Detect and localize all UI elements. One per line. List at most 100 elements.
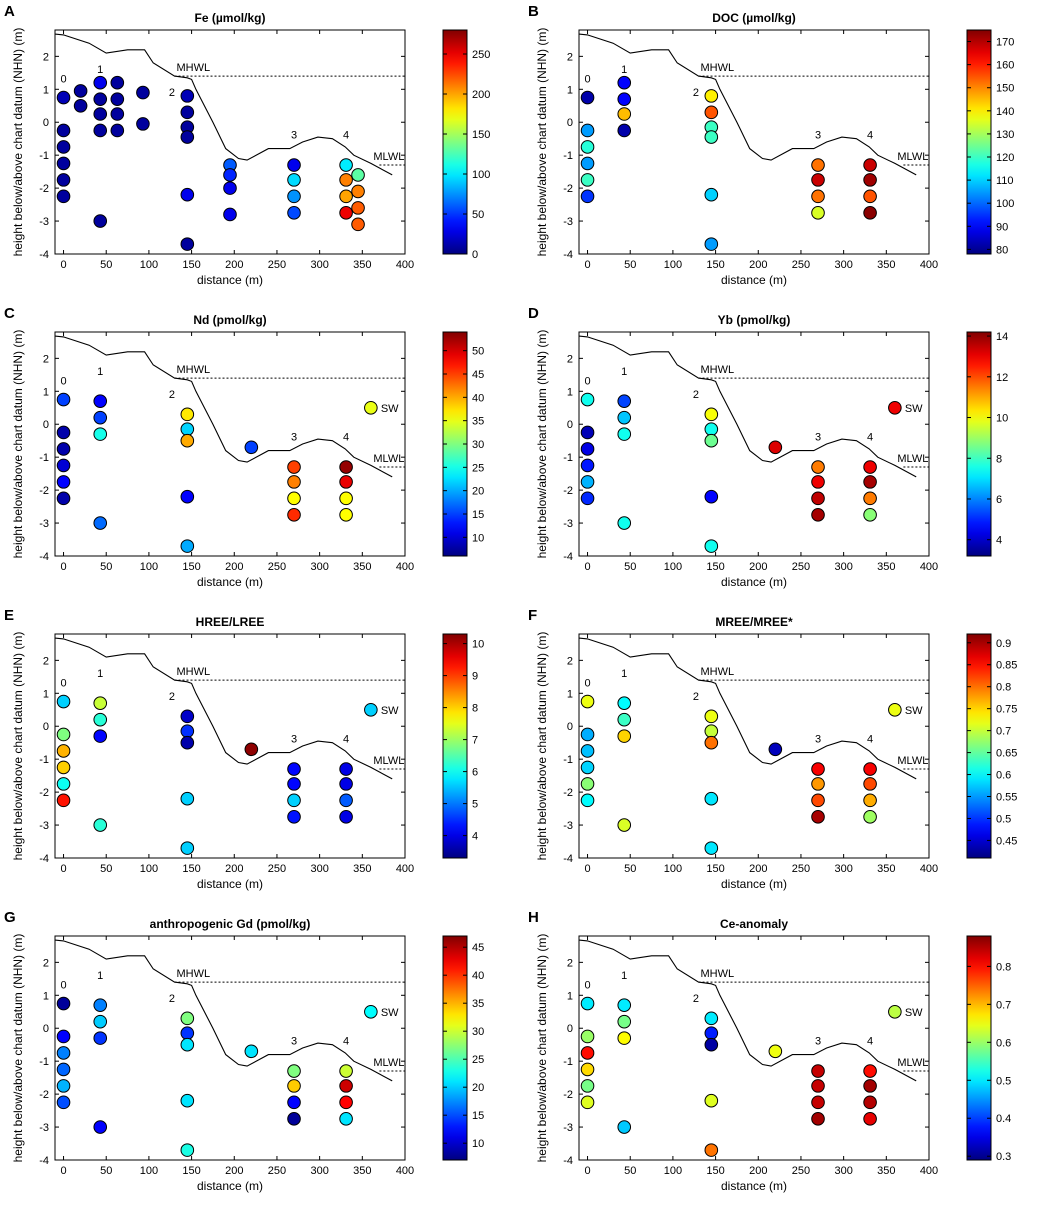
station-label: 2 bbox=[693, 691, 699, 703]
data-point bbox=[704, 539, 719, 553]
reference-label-mlwl: MLWL bbox=[373, 453, 404, 465]
station-label: 3 bbox=[291, 432, 297, 444]
data-point bbox=[617, 123, 632, 138]
data-point bbox=[811, 762, 825, 776]
station-label: 2 bbox=[169, 87, 175, 99]
x-tick-label: 250 bbox=[792, 259, 810, 271]
axes-frame bbox=[54, 633, 406, 859]
data-point bbox=[704, 237, 719, 251]
x-tick-label: 0 bbox=[60, 259, 66, 271]
colorbar-tick-label: 4 bbox=[472, 831, 478, 843]
station-label: 1 bbox=[97, 366, 103, 378]
data-point bbox=[617, 1031, 632, 1045]
data-point bbox=[56, 123, 71, 138]
x-tick-label: 200 bbox=[749, 259, 767, 271]
panel-letter: F bbox=[528, 607, 537, 624]
x-tick-label: 100 bbox=[664, 259, 682, 271]
station-label: 1 bbox=[97, 64, 103, 76]
colorbar-tick-label: 170 bbox=[996, 37, 1014, 49]
data-point bbox=[339, 158, 353, 172]
data-point bbox=[110, 107, 125, 121]
colorbar-tick-label: 0.7 bbox=[996, 999, 1011, 1011]
station-label: 4 bbox=[867, 1036, 873, 1048]
data-point bbox=[811, 460, 825, 474]
y-tick-label: -4 bbox=[39, 249, 49, 261]
panel-letter: H bbox=[528, 909, 539, 926]
x-tick-label: 350 bbox=[877, 863, 895, 875]
x-tick-label: 350 bbox=[353, 561, 371, 573]
reference-label-mlwl: MLWL bbox=[373, 1057, 404, 1069]
data-point bbox=[223, 207, 237, 222]
station-label: 3 bbox=[815, 130, 821, 142]
x-axis-label: distance (m) bbox=[197, 575, 263, 589]
y-tick-label: 2 bbox=[43, 655, 49, 667]
y-tick-label: -3 bbox=[39, 1122, 49, 1134]
data-point bbox=[704, 1037, 719, 1052]
data-point bbox=[811, 173, 825, 187]
data-point bbox=[863, 158, 877, 172]
x-tick-label: 350 bbox=[353, 863, 371, 875]
data-point bbox=[56, 425, 71, 440]
station-label: 4 bbox=[343, 734, 349, 746]
data-point bbox=[180, 1093, 195, 1108]
data-point bbox=[180, 841, 195, 855]
data-point bbox=[56, 727, 71, 742]
colorbar-tick-label: 0.8 bbox=[996, 682, 1011, 694]
station-label: 3 bbox=[291, 734, 297, 746]
data-point bbox=[580, 156, 595, 171]
data-point bbox=[811, 189, 825, 204]
data-point bbox=[287, 460, 301, 474]
colorbar-tick-label: 0.7 bbox=[996, 726, 1011, 738]
colorbar-tick-label: 100 bbox=[472, 169, 490, 181]
y-axis-label: height below/above chart datum (NHN) (m) bbox=[535, 632, 549, 861]
panel-letter: A bbox=[4, 3, 15, 20]
x-tick-label: 0 bbox=[584, 259, 590, 271]
colorbar-tick-label: 0.85 bbox=[996, 660, 1017, 672]
chart-svg-f: F MREE/MREE*0 50 100 150 200 250 300 350 400-4-3-… bbox=[528, 607, 1017, 891]
data-point bbox=[180, 1026, 195, 1040]
data-point bbox=[56, 694, 71, 709]
colorbar-tick-label: 40 bbox=[472, 392, 484, 404]
colorbar-tick-label: 15 bbox=[472, 1110, 484, 1122]
chart-title: anthropogenic Gd (pmol/kg) bbox=[150, 917, 311, 931]
station-label: 3 bbox=[291, 1036, 297, 1048]
data-point bbox=[580, 140, 595, 154]
station-label: 4 bbox=[867, 734, 873, 746]
reference-label-mlwl: MLWL bbox=[897, 1057, 928, 1069]
x-tick-label: 400 bbox=[396, 561, 414, 573]
x-tick-label: 150 bbox=[706, 1165, 724, 1177]
axes-frame bbox=[578, 935, 930, 1161]
station-label: 2 bbox=[169, 993, 175, 1005]
sw-point bbox=[364, 400, 378, 415]
y-tick-label: 2 bbox=[43, 51, 49, 63]
y-tick-label: -2 bbox=[39, 485, 49, 497]
data-point bbox=[811, 1095, 825, 1110]
data-point bbox=[704, 1143, 719, 1157]
station-label: 2 bbox=[169, 389, 175, 401]
x-tick-label: 50 bbox=[100, 1165, 112, 1177]
data-point bbox=[110, 75, 125, 90]
station-label: 3 bbox=[291, 130, 297, 142]
data-point bbox=[811, 491, 825, 506]
x-tick-label: 0 bbox=[584, 863, 590, 875]
data-point bbox=[93, 214, 108, 228]
colorbar-tick-label: 0.75 bbox=[996, 704, 1017, 716]
chart-svg-b: B DOC (µmol/kg)0 50 100 150 200 250 300 350 400-4… bbox=[528, 3, 1014, 287]
station-label: 4 bbox=[867, 130, 873, 142]
data-point bbox=[180, 407, 195, 422]
data-point bbox=[180, 105, 195, 120]
x-tick-label: 0 bbox=[584, 1165, 590, 1177]
colorbar-tick-label: 0 bbox=[472, 249, 478, 261]
data-point bbox=[863, 762, 877, 776]
data-point bbox=[180, 1143, 195, 1157]
x-axis-label: distance (m) bbox=[721, 1179, 787, 1193]
data-point bbox=[56, 442, 71, 456]
panel-a: A Fe (µmol/kg) 0 50 100 150 200 250 300 350 400 -4-… bbox=[0, 0, 524, 302]
x-tick-label: 150 bbox=[182, 863, 200, 875]
data-point bbox=[56, 1095, 71, 1110]
data-point bbox=[704, 791, 719, 806]
x-tick-label: 350 bbox=[353, 1165, 371, 1177]
chart-title: Yb (pmol/kg) bbox=[718, 313, 791, 327]
